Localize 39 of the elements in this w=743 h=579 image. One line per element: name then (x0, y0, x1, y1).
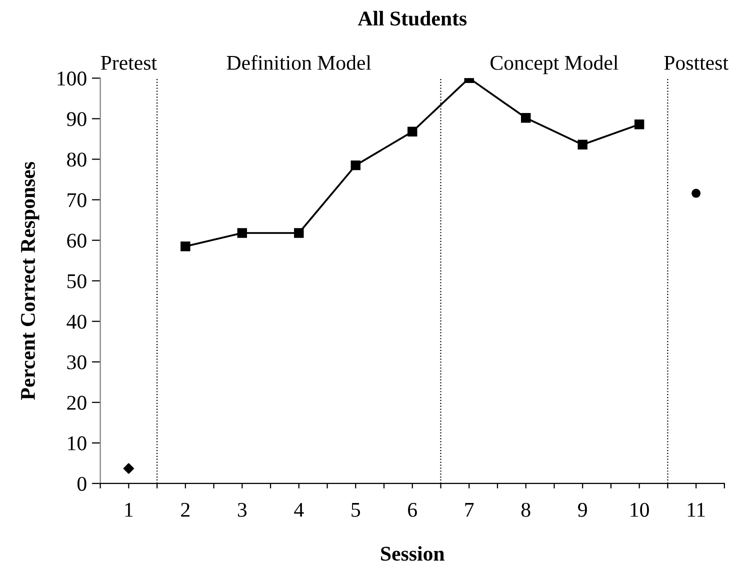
x-tick-label: 10 (630, 502, 649, 517)
x-tick-label: 5 (352, 503, 360, 517)
y-tick-label: 50 (67, 274, 86, 288)
y-tick-label: 90 (66, 112, 86, 126)
text: Pretest (100, 56, 157, 70)
point (520, 113, 531, 123)
point (180, 242, 190, 252)
point (237, 228, 248, 238)
point (294, 228, 304, 238)
x-tick-label: 6 (408, 502, 417, 517)
x-tick-label: 9 (578, 502, 587, 517)
y-tick-label: 30 (67, 355, 86, 370)
x-tick-label: 4 (294, 502, 304, 517)
x-tick-label: 7 (465, 503, 474, 517)
y-tick-label: 100 (58, 72, 86, 86)
y-tick-label: 0 (77, 476, 86, 491)
y-tick-label: 10 (68, 436, 86, 450)
x-tick-label: 8 (521, 502, 530, 517)
text: Concept Model (490, 55, 618, 74)
x-tick-label: 11 (688, 502, 705, 517)
point (692, 188, 701, 198)
point (123, 463, 134, 474)
y-tick-label: 20 (67, 396, 86, 410)
text: Definition Model (226, 55, 372, 70)
x-axis-title: Session (381, 546, 444, 561)
point (634, 120, 644, 130)
y-tick-label: 70 (68, 193, 86, 208)
x-tick-label: 2 (181, 502, 190, 517)
chart-title: All Students (358, 10, 467, 26)
point (578, 140, 588, 150)
y-tick-label: 40 (66, 314, 86, 329)
x-tick-label: 3 (238, 502, 247, 517)
text: Posttest (664, 56, 728, 70)
y-axis-title: Percent Correct Responses (20, 162, 40, 400)
point (408, 126, 418, 137)
y-tick-label: 80 (67, 152, 86, 167)
y-tick-label: 60 (67, 234, 86, 248)
point (350, 160, 360, 170)
x-tick-label: 1 (125, 502, 133, 517)
